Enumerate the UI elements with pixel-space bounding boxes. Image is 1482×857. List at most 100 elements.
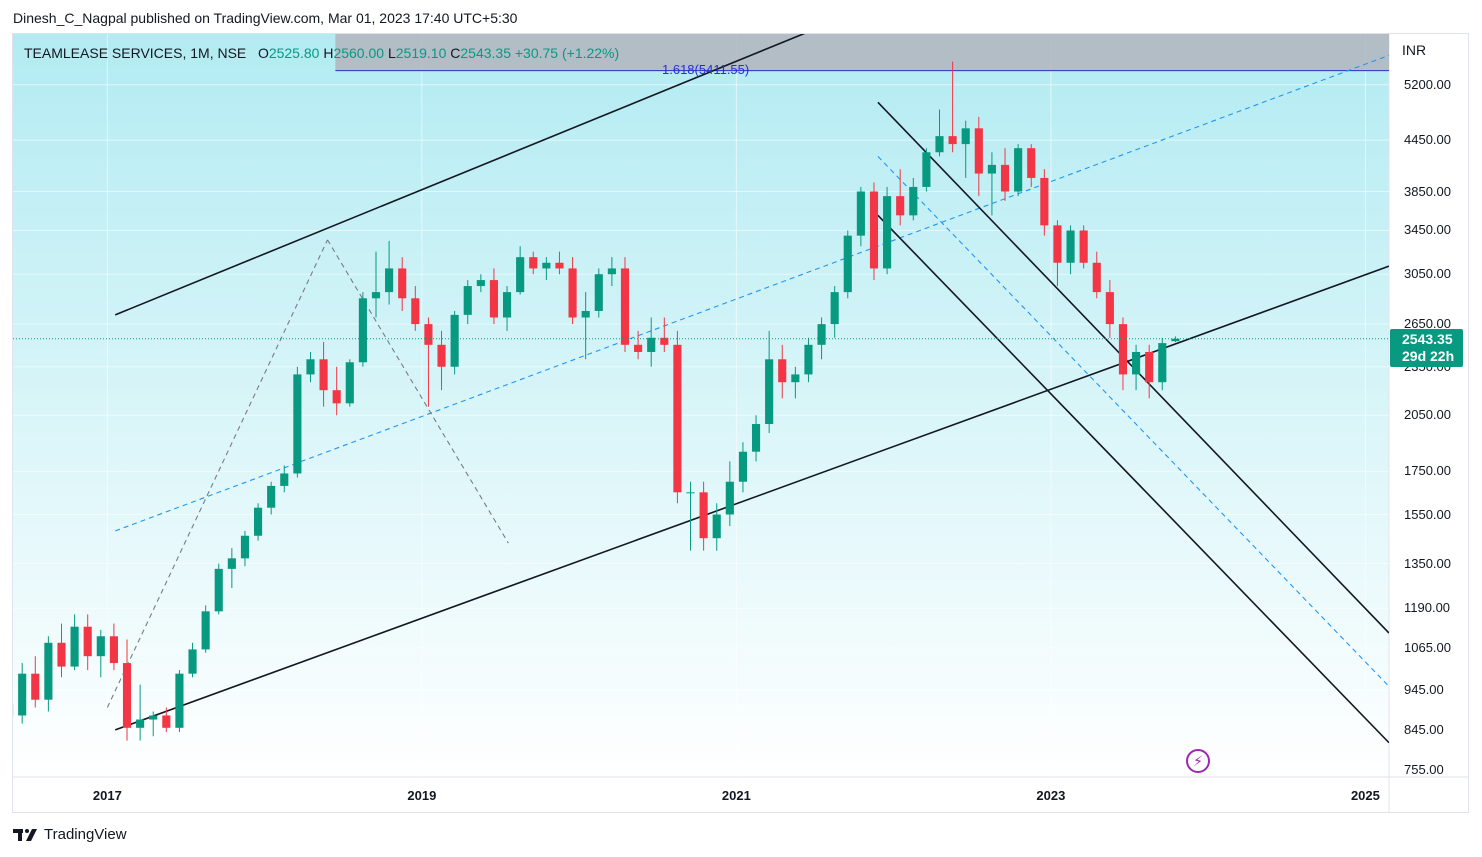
plot-background (13, 34, 1389, 777)
candle-body (267, 485, 276, 508)
candle-body (1092, 262, 1101, 293)
candle (345, 359, 354, 407)
y-tick-label: 3050.00 (1404, 266, 1451, 282)
candle (712, 503, 721, 551)
trendline-dashed[interactable] (877, 156, 1389, 687)
candle (450, 310, 459, 375)
x-tick-label: 2017 (92, 788, 122, 803)
close-label: C (450, 45, 461, 61)
candle-body (450, 314, 459, 367)
candle-body (398, 268, 407, 299)
candle (83, 614, 92, 671)
low-value: 2519.10 (395, 45, 447, 61)
chart-frame[interactable] (12, 33, 1469, 813)
candle (686, 481, 695, 551)
y-tick-label: 2050.00 (1404, 407, 1451, 423)
y-tick-label: 945.00 (1404, 682, 1444, 698)
candle-body (31, 673, 40, 700)
candle-body (227, 558, 236, 569)
candle (306, 351, 315, 383)
candle-body (1105, 292, 1114, 325)
y-tick-label: 845.00 (1404, 721, 1444, 737)
candle-body (162, 715, 171, 728)
candle-body (529, 257, 538, 269)
y-tick-label: 3850.00 (1404, 183, 1451, 199)
candle-body (345, 362, 354, 404)
candle (883, 186, 892, 275)
candle-body (371, 292, 381, 299)
candle-body (424, 324, 433, 345)
candle (948, 61, 957, 153)
lightning-icon[interactable]: ⚡︎ (1186, 749, 1210, 773)
candle (673, 330, 682, 504)
candle (961, 120, 970, 178)
candle-body (1118, 324, 1128, 375)
candle (1053, 220, 1062, 287)
y-tick-label: 3450.00 (1404, 222, 1451, 238)
candle (529, 251, 538, 275)
close-value: 2543.35 (460, 45, 511, 61)
candle (175, 670, 184, 733)
x-tick-label: 2025 (1350, 788, 1380, 803)
y-tick-label: 4450.00 (1404, 132, 1451, 148)
candle (227, 548, 236, 589)
candle-body (778, 359, 787, 383)
candle (502, 286, 512, 331)
trendline-solid[interactable] (114, 265, 1389, 731)
candle (1145, 344, 1154, 399)
candle (267, 481, 276, 515)
candle-body (319, 359, 328, 391)
candle-body (751, 424, 761, 452)
candle-body (240, 535, 250, 559)
candle-body (1079, 230, 1088, 263)
candle (987, 152, 996, 216)
trendline-solid[interactable] (877, 214, 1389, 744)
candle (70, 614, 79, 671)
x-tick-label: 2023 (1036, 788, 1066, 803)
candle-body (306, 359, 315, 375)
candle-body (1158, 343, 1167, 383)
grid-layer (13, 34, 1389, 777)
currency-label: INR (1402, 42, 1427, 58)
candle-body (974, 128, 983, 174)
last-price-tag: 2543.35 29d 22h (1390, 328, 1463, 367)
candle (13, 703, 14, 716)
candle (398, 257, 407, 311)
candle-body (293, 374, 302, 474)
candle (463, 280, 472, 325)
candle (647, 317, 656, 367)
candle (516, 246, 525, 295)
candle (293, 366, 302, 478)
trendline-dashed[interactable] (327, 239, 509, 544)
candle (411, 286, 420, 331)
candle-body (856, 191, 865, 236)
candle-body (568, 268, 577, 318)
trendline-solid[interactable] (114, 20, 838, 316)
candle (542, 257, 551, 281)
candle (555, 251, 564, 275)
candle (765, 330, 774, 434)
tradingview-logo-icon (13, 828, 37, 841)
candle (751, 415, 761, 462)
candle-body (804, 344, 813, 375)
candle-body (136, 719, 145, 728)
trendline-dashed[interactable] (115, 54, 1389, 532)
candle (1014, 144, 1023, 197)
candle-body (699, 492, 708, 539)
candle-body (883, 196, 892, 269)
candle-layer (13, 61, 1180, 741)
candle-body (1053, 225, 1062, 263)
open-label: O (257, 45, 269, 61)
tradingview-brand[interactable]: TradingView (13, 826, 127, 843)
candle (843, 230, 852, 299)
candle (804, 337, 813, 383)
candle-body (188, 649, 197, 674)
candle-body (607, 268, 616, 275)
candle-body (817, 324, 826, 345)
candle-body (83, 626, 92, 657)
x-tick-label: 2019 (407, 788, 437, 803)
candle (699, 481, 708, 551)
candle (896, 169, 905, 226)
candle-body (332, 390, 341, 404)
